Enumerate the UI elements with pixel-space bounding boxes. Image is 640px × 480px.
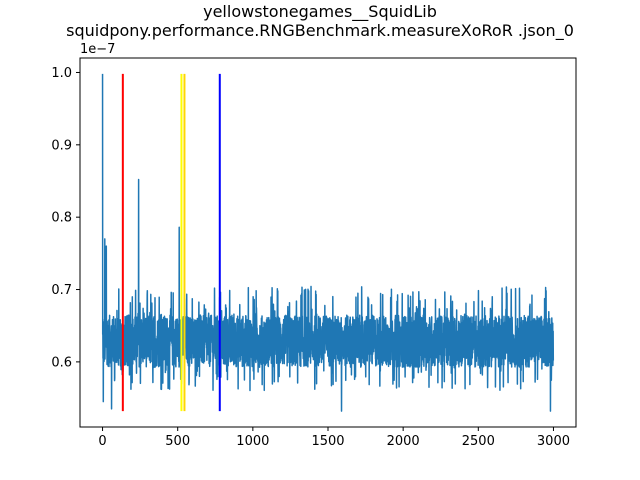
- x-tick-label: 500: [165, 434, 190, 449]
- x-tick-label: 0: [98, 434, 106, 449]
- x-tick-label: 3000: [537, 434, 570, 449]
- vertical-markers: [121, 73, 221, 412]
- plot-area: [101, 73, 555, 412]
- x-tick-label: 1000: [236, 434, 269, 449]
- chart-subtitle: squidpony.performance.RNGBenchmark.measu…: [66, 21, 574, 41]
- y-axis-offset-label: 1e−7: [80, 42, 115, 57]
- y-tick-label: 1.0: [51, 66, 72, 81]
- x-tick-label: 2500: [462, 434, 495, 449]
- y-tick-label: 0.8: [51, 211, 72, 226]
- x-tick-label: 2000: [387, 434, 420, 449]
- x-tick-label: 1500: [311, 434, 344, 449]
- y-tick-label: 0.7: [51, 283, 72, 298]
- y-tick-label: 0.9: [51, 138, 72, 153]
- chart-title: yellowstonegames__SquidLib: [203, 2, 437, 22]
- y-tick-label: 0.6: [51, 355, 72, 370]
- axes: 0 500 1000 1500 2000 2500 3000 0.6 0.7 0.8 0.9 1.0: [51, 57, 577, 449]
- series-line-0: [101, 73, 555, 412]
